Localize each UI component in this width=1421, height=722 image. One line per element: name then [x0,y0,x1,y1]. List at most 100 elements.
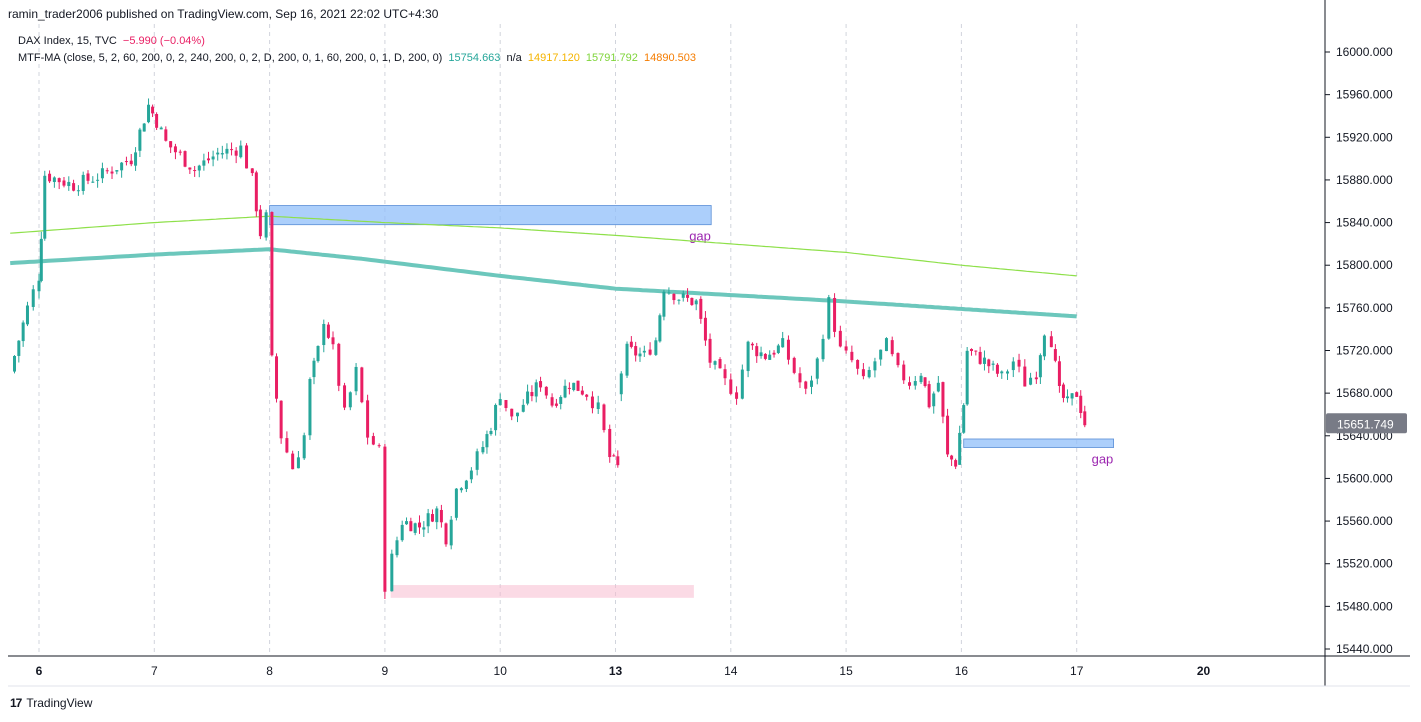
candle-body [838,330,842,347]
candle-body [151,106,155,114]
candle-body [958,432,962,465]
indicator-label: MTF-MA (close, 5, 2, 60, 200, 0, 2, 240,… [18,52,443,64]
change-value: −5.990 (−0.04%) [122,35,205,47]
candle-body [216,152,220,155]
candle-body [768,354,772,360]
candle-body [1029,377,1033,385]
candle-body [1042,335,1046,357]
candle-body [413,523,417,533]
candle-body [395,540,399,556]
candle-body [515,412,519,417]
candle-body [444,523,448,545]
y-tick-label: 15760.000 [1336,301,1393,315]
candle-body [708,338,712,363]
candle-body [405,521,409,525]
candle-body [234,150,238,156]
y-tick-label: 15920.000 [1336,130,1393,144]
candle-body [142,123,146,132]
indicator-value-2: n/a [506,52,522,64]
candle-body [25,305,29,325]
candle-body [844,346,848,351]
indicator-legend[interactable]: MTF-MA (close, 5, 2, 60, 200, 0, 2, 240,… [18,52,699,64]
symbol-legend[interactable]: DAX Index, 15, TVC −5.990 (−0.04%) [18,35,208,47]
candle-body [449,519,453,546]
candle-body [974,350,978,352]
candle-body [729,379,733,394]
candle-body [619,373,623,395]
ma-line-main [10,247,1077,319]
candle-body [173,146,177,153]
candle-body [383,446,387,592]
candle-body [360,367,364,403]
candle-body [37,280,41,292]
moving-average-lines [10,215,1077,319]
annotation-zone [390,585,694,598]
candle-body [576,380,580,391]
candle-body [48,173,52,182]
candle-body [510,408,514,417]
x-tick-label: 17 [1070,664,1084,678]
candle-body [91,181,95,183]
candle-body [296,457,300,469]
candle-body [554,403,558,406]
candle-body [1057,361,1061,386]
candle-body [850,351,854,361]
candle-body [913,381,917,386]
candle-body [625,343,629,376]
candle-body [250,168,254,174]
candle-body [616,456,620,466]
candle-body [827,297,831,339]
candle-body [969,348,973,352]
candle-body [1023,366,1027,387]
candle-body [563,385,567,398]
candle-body [572,382,576,391]
y-tick-label: 15600.000 [1336,471,1393,485]
candle-body [435,508,439,523]
candle-body [908,382,912,386]
candle-body [481,446,485,453]
candle-body [155,114,159,128]
candle-body [681,293,685,298]
annotation-zone [963,438,1114,448]
candle-body [792,357,796,373]
candle-body [596,402,600,409]
tradingview-brand[interactable]: 17 TradingView [10,696,92,710]
candle-body [239,145,243,158]
candle-body [879,349,883,360]
candle-body [995,364,999,374]
candle-body [312,360,316,378]
candle-body [759,352,763,357]
candle-body [902,364,906,381]
candle-body [932,393,936,407]
candle-body [464,480,468,489]
candle-body [602,404,606,431]
indicator-value-1: 15754.663 [448,52,501,64]
candle-body [400,524,404,541]
y-tick-label: 15720.000 [1336,344,1393,358]
candle-body [658,315,662,342]
chart-grid [38,24,1078,656]
candlesticks [12,98,1087,600]
gap-label: gap [689,229,711,244]
candle-body [469,470,473,480]
candle-body [667,292,671,294]
candle-body [17,340,21,356]
brand-label: TradingView [26,696,93,710]
candle-body [254,172,258,212]
candle-body [550,397,554,406]
candle-body [672,293,676,301]
candle-body [129,160,133,165]
last-price-badge [1326,413,1407,434]
candle-body [291,453,295,470]
candle-body [377,445,381,447]
candle-body [978,351,982,364]
candle-body [612,455,616,457]
x-tick-label: 10 [494,664,508,678]
candle-body [713,361,717,365]
candle-body [776,345,780,353]
candle-body [220,153,224,155]
candle-body [530,392,534,397]
y-tick-label: 15480.000 [1336,599,1393,613]
candle-body [193,170,197,172]
